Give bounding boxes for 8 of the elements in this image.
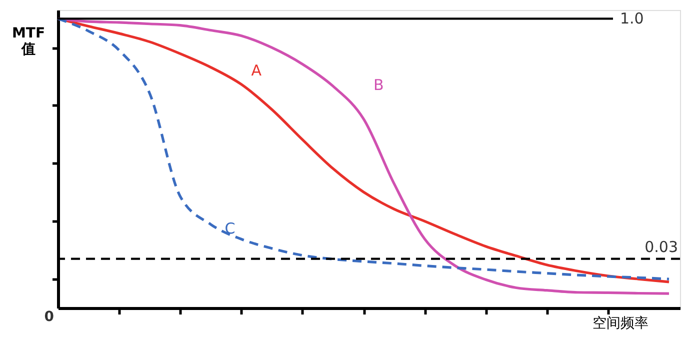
x-axis-title: 空间频率 [592,316,648,332]
annotation: 0.03 [644,238,678,256]
ref-line-label: 1.0 [620,10,644,28]
series-label: C [224,219,236,238]
series-label: B [374,76,384,94]
text: 0 [44,309,54,325]
y-axis-title: MTF 值 [12,26,46,58]
series-label: A [251,61,262,80]
